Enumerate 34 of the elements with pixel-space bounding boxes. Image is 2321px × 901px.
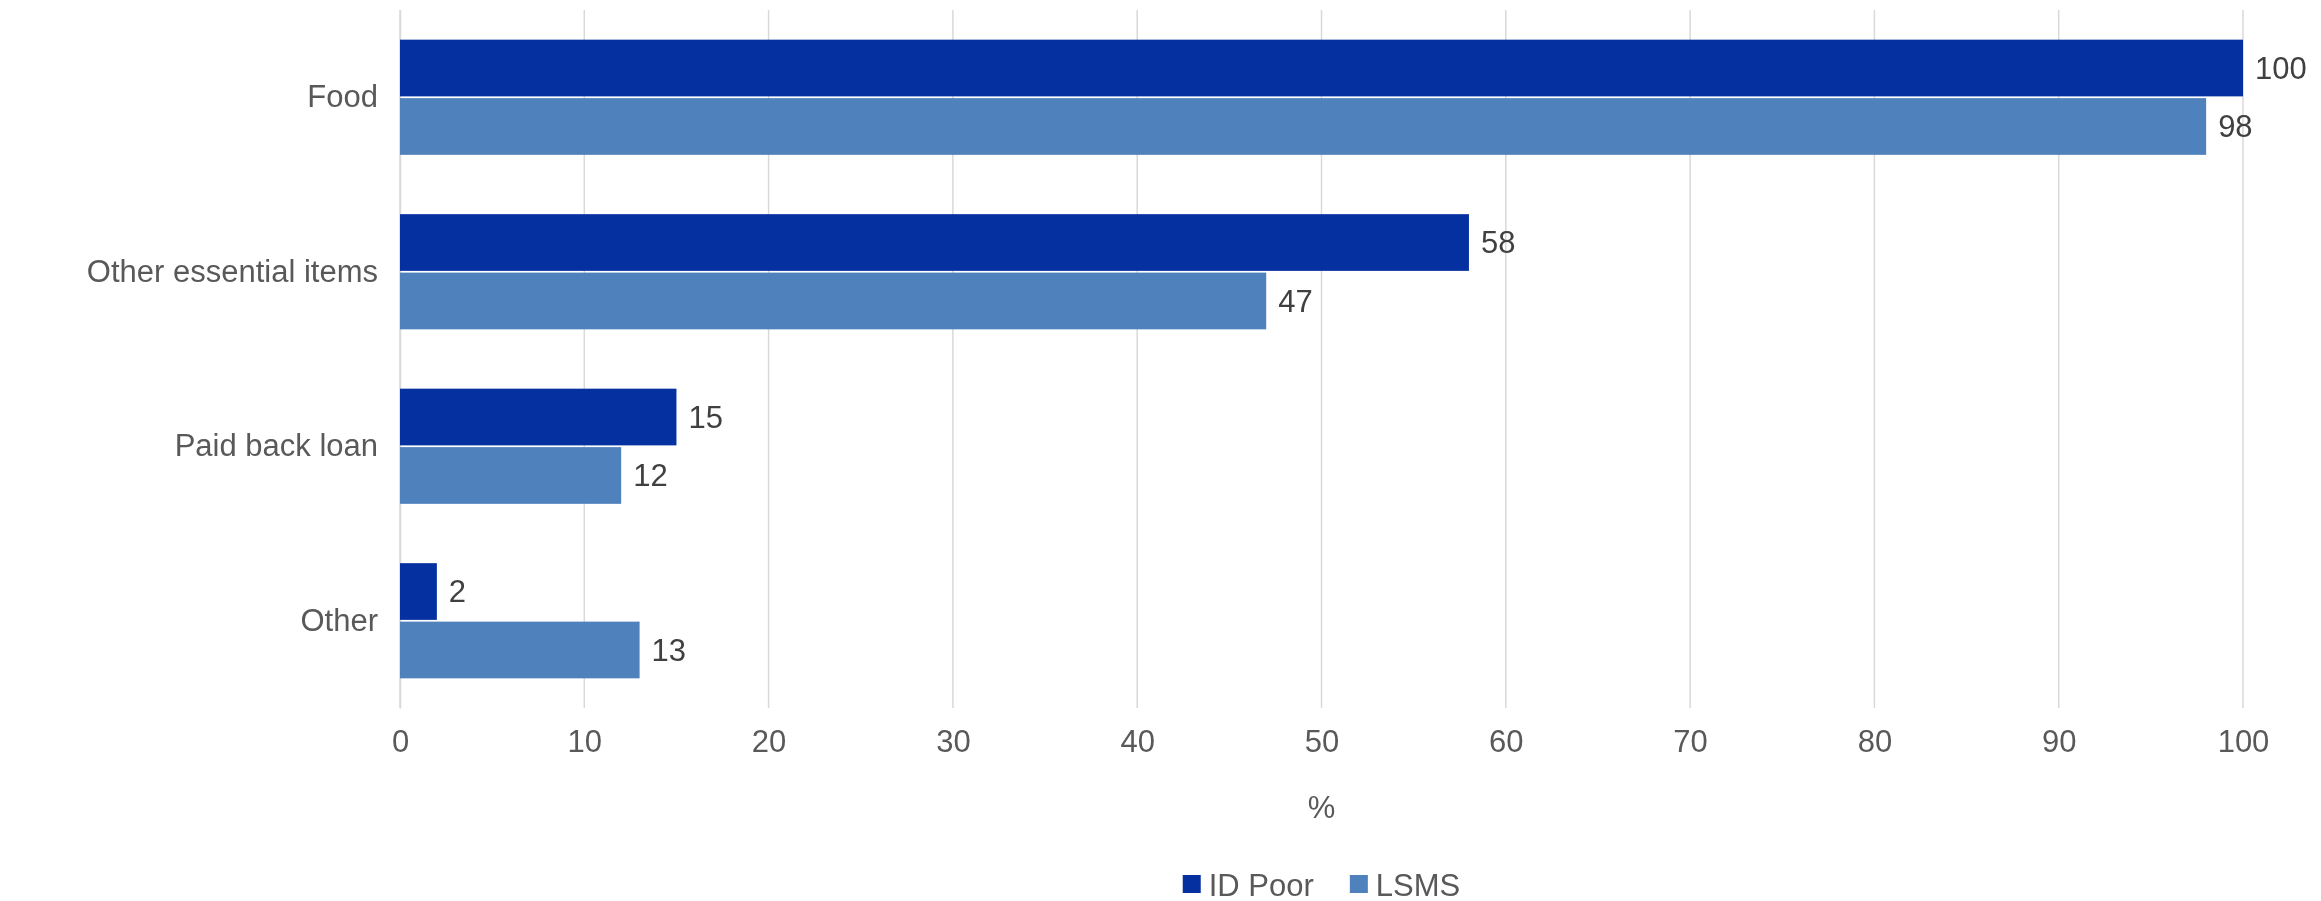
x-tick-label: 30 bbox=[936, 724, 971, 760]
bar bbox=[400, 98, 2207, 155]
y-tick-label: Other essential items bbox=[86, 253, 378, 289]
data-label: 58 bbox=[1480, 225, 1516, 261]
bar bbox=[400, 39, 2243, 97]
data-label: 15 bbox=[688, 399, 723, 435]
legend-label: LSMS bbox=[1375, 867, 1461, 901]
x-tick-label: 10 bbox=[567, 724, 603, 760]
y-tick-label: Food bbox=[307, 79, 378, 115]
bar bbox=[400, 563, 437, 620]
bar bbox=[400, 272, 1267, 330]
x-tick-label: 70 bbox=[1673, 724, 1708, 760]
data-label: 98 bbox=[2218, 109, 2253, 145]
bar bbox=[400, 621, 640, 679]
y-tick-label: Paid back loan bbox=[174, 428, 378, 464]
data-label: 2 bbox=[448, 574, 467, 610]
bar bbox=[400, 214, 1469, 271]
x-tick-label: 60 bbox=[1489, 724, 1524, 760]
bar bbox=[400, 388, 677, 446]
x-tick-label: 20 bbox=[751, 724, 787, 760]
y-tick-label: Other bbox=[300, 602, 378, 638]
x-tick-label: 0 bbox=[391, 724, 410, 760]
data-label: 100 bbox=[2255, 50, 2307, 86]
legend-label: ID Poor bbox=[1208, 867, 1314, 901]
data-label: 47 bbox=[1278, 283, 1313, 319]
x-tick-label: 90 bbox=[2041, 724, 2077, 760]
x-tick-label: 50 bbox=[1304, 724, 1340, 760]
x-tick-label: 40 bbox=[1120, 724, 1155, 760]
data-label: 12 bbox=[633, 458, 668, 494]
data-label: 13 bbox=[651, 632, 687, 668]
x-tick-label: 100 bbox=[2217, 724, 2270, 760]
x-axis-title: % bbox=[1307, 790, 1336, 825]
bar bbox=[400, 447, 622, 504]
x-tick-label: 80 bbox=[1857, 724, 1893, 760]
